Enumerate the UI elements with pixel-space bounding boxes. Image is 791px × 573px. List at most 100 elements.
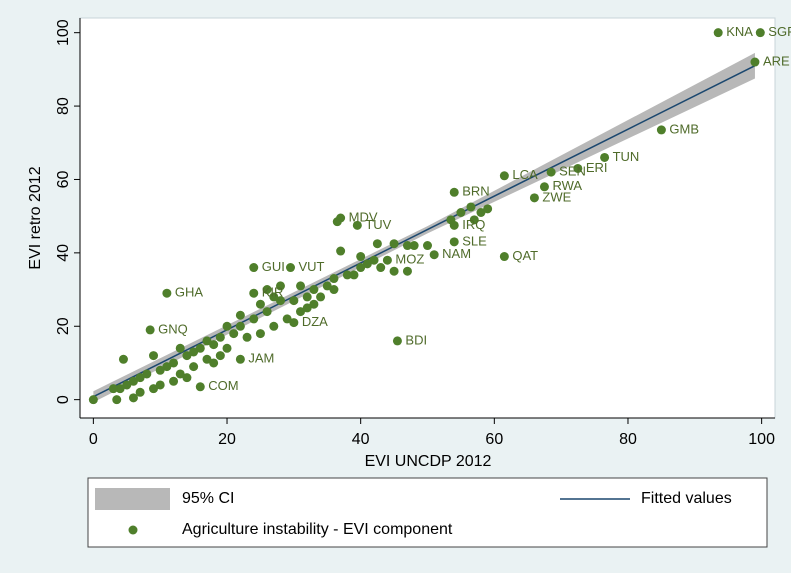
data-point bbox=[289, 296, 299, 306]
x-tick-label: 40 bbox=[352, 431, 370, 448]
point-label: TUV bbox=[365, 217, 391, 232]
data-point bbox=[282, 314, 292, 324]
point-label: VUT bbox=[299, 259, 325, 274]
data-point bbox=[149, 384, 159, 394]
data-point bbox=[249, 263, 259, 273]
y-tick-label: 40 bbox=[55, 244, 72, 262]
point-label: GUI bbox=[262, 259, 285, 274]
point-label: DZA bbox=[302, 314, 328, 329]
data-point bbox=[755, 28, 765, 38]
data-point bbox=[713, 28, 723, 38]
point-label: KIR bbox=[262, 285, 284, 300]
data-point bbox=[202, 336, 212, 346]
data-point bbox=[356, 263, 366, 273]
point-label: COM bbox=[208, 378, 238, 393]
point-label: SLE bbox=[462, 233, 487, 248]
data-point bbox=[235, 354, 245, 364]
x-axis-label: EVI UNCDP 2012 bbox=[365, 453, 492, 470]
data-point bbox=[162, 362, 172, 372]
data-point bbox=[135, 387, 145, 397]
y-tick-label: 20 bbox=[55, 317, 72, 335]
data-point bbox=[149, 351, 159, 361]
point-label: JAM bbox=[248, 351, 274, 366]
data-point bbox=[142, 369, 152, 379]
data-point bbox=[296, 307, 306, 317]
data-point bbox=[750, 57, 760, 67]
data-point bbox=[222, 321, 232, 331]
data-point bbox=[269, 292, 279, 302]
data-point bbox=[175, 369, 185, 379]
data-point bbox=[389, 266, 399, 276]
data-point bbox=[222, 343, 232, 353]
data-point bbox=[349, 270, 359, 280]
legend-label: Fitted values bbox=[641, 490, 732, 507]
data-point bbox=[372, 239, 382, 249]
data-point bbox=[302, 292, 312, 302]
data-point bbox=[449, 187, 459, 197]
point-label: MDV bbox=[349, 209, 378, 224]
data-point bbox=[322, 281, 332, 291]
data-point bbox=[332, 217, 342, 227]
data-point bbox=[255, 329, 265, 339]
data-point bbox=[169, 358, 179, 368]
data-point bbox=[275, 281, 285, 291]
data-point bbox=[483, 204, 493, 214]
y-tick-label: 100 bbox=[55, 19, 72, 46]
data-point bbox=[369, 255, 379, 265]
point-label: GMB bbox=[669, 121, 699, 136]
data-point bbox=[499, 252, 509, 262]
y-tick-label: 80 bbox=[55, 97, 72, 115]
data-point bbox=[376, 263, 386, 273]
data-point bbox=[336, 246, 346, 256]
data-point bbox=[289, 318, 299, 328]
point-label: ZWE bbox=[542, 189, 571, 204]
data-point bbox=[466, 202, 476, 212]
data-point bbox=[128, 393, 138, 403]
data-point bbox=[155, 365, 165, 375]
data-point bbox=[309, 299, 319, 309]
data-point bbox=[329, 285, 339, 295]
confidence-band bbox=[93, 52, 755, 403]
point-label: GNQ bbox=[158, 321, 188, 336]
data-point bbox=[352, 220, 362, 230]
data-point bbox=[235, 310, 245, 320]
data-point bbox=[309, 285, 319, 295]
data-point bbox=[215, 332, 225, 342]
data-point bbox=[262, 285, 272, 295]
legend-label: 95% CI bbox=[182, 490, 234, 507]
data-point bbox=[209, 340, 219, 350]
data-point bbox=[145, 325, 155, 335]
data-point bbox=[456, 207, 466, 217]
data-point bbox=[215, 351, 225, 361]
data-point bbox=[409, 241, 419, 251]
data-point bbox=[392, 336, 402, 346]
x-tick-label: 80 bbox=[619, 431, 637, 448]
point-label: GHA bbox=[175, 285, 204, 300]
point-label: SGP bbox=[768, 24, 791, 39]
data-point bbox=[382, 255, 392, 265]
data-point bbox=[275, 296, 285, 306]
data-point bbox=[316, 292, 326, 302]
data-point bbox=[329, 274, 339, 284]
point-label: LCA bbox=[512, 167, 538, 182]
legend-box bbox=[87, 477, 768, 548]
data-point bbox=[108, 384, 118, 394]
data-point bbox=[449, 237, 459, 247]
point-label: MOZ bbox=[395, 252, 424, 267]
data-point bbox=[255, 299, 265, 309]
data-point bbox=[499, 171, 509, 181]
data-point bbox=[356, 252, 366, 262]
point-label: SEN bbox=[559, 164, 586, 179]
data-point bbox=[88, 395, 98, 405]
data-point bbox=[389, 239, 399, 249]
data-point bbox=[302, 303, 312, 313]
point-label: IRQ bbox=[462, 217, 485, 232]
data-point bbox=[476, 207, 486, 217]
data-point bbox=[402, 266, 412, 276]
data-point bbox=[189, 347, 199, 357]
legend-swatch bbox=[95, 488, 170, 510]
data-point bbox=[249, 314, 259, 324]
data-point bbox=[122, 380, 132, 390]
